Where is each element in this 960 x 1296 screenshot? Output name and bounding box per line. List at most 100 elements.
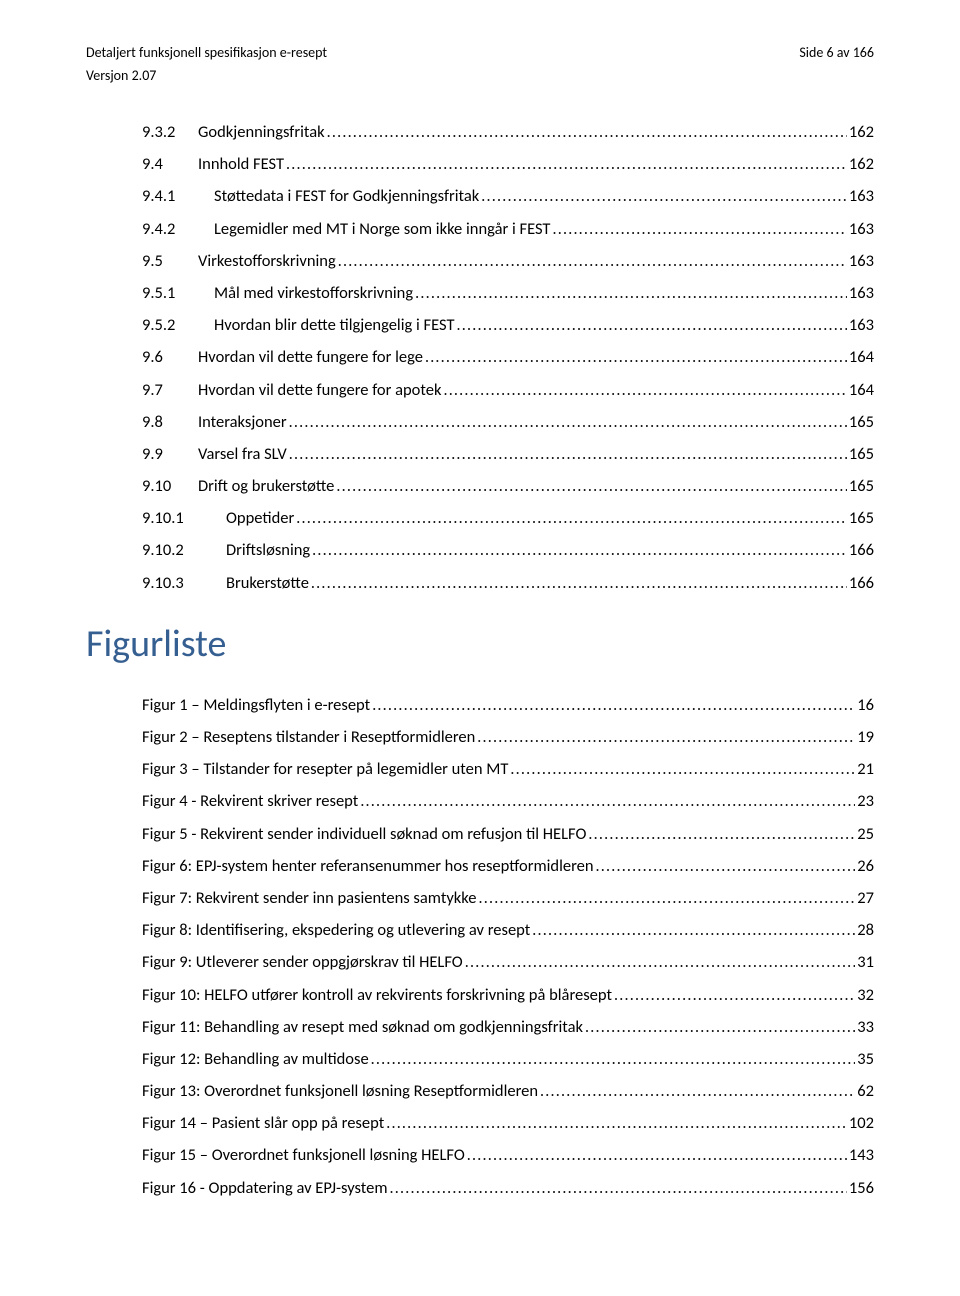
toc-row: 9.5.2Hvordan blir dette tilgjengelig i F… bbox=[142, 309, 874, 341]
toc-leader-dots bbox=[443, 374, 846, 406]
toc-leader-dots bbox=[289, 406, 847, 438]
toc-number: 9.4.2 bbox=[142, 213, 214, 245]
toc-number: 9.4.1 bbox=[142, 180, 214, 212]
toc-label: Hvordan vil dette fungere for apotek bbox=[198, 374, 441, 406]
figure-leader-dots bbox=[540, 1075, 855, 1107]
table-of-contents: 9.3.2Godkjenningsfritak1629.4Innhold FES… bbox=[142, 116, 874, 599]
toc-row: 9.10.2Driftsløsning166 bbox=[142, 534, 874, 566]
figure-page: 23 bbox=[857, 785, 874, 817]
figure-label: Figur 9: Utleverer sender oppgjørskrav t… bbox=[142, 946, 463, 978]
toc-leader-dots bbox=[425, 341, 847, 373]
figure-page: 31 bbox=[857, 946, 874, 978]
figure-label: Figur 1 – Meldingsflyten i e-resept bbox=[142, 689, 370, 721]
figure-list: Figur 1 – Meldingsflyten i e-resept16Fig… bbox=[142, 689, 874, 1204]
figure-label: Figur 6: EPJ-system henter referansenumm… bbox=[142, 850, 594, 882]
toc-row: 9.5Virkestofforskrivning163 bbox=[142, 245, 874, 277]
toc-page: 166 bbox=[849, 534, 874, 566]
toc-leader-dots bbox=[415, 277, 847, 309]
toc-row: 9.7Hvordan vil dette fungere for apotek1… bbox=[142, 374, 874, 406]
figure-page: 19 bbox=[857, 721, 874, 753]
toc-label: Godkjenningsfritak bbox=[198, 116, 325, 148]
toc-number: 9.3.2 bbox=[142, 116, 198, 148]
toc-number: 9.5.2 bbox=[142, 309, 214, 341]
figure-label: Figur 7: Rekvirent sender inn pasientens… bbox=[142, 882, 477, 914]
toc-label: Mål med virkestofforskrivning bbox=[214, 277, 413, 309]
figure-page: 26 bbox=[857, 850, 874, 882]
figure-label: Figur 4 - Rekvirent skriver resept bbox=[142, 785, 358, 817]
toc-label: Oppetider bbox=[226, 502, 294, 534]
figure-leader-dots bbox=[596, 850, 856, 882]
doc-version: Versjon 2.07 bbox=[86, 67, 874, 84]
figure-label: Figur 10: HELFO utfører kontroll av rekv… bbox=[142, 979, 612, 1011]
toc-label: Drift og brukerstøtte bbox=[198, 470, 334, 502]
toc-row: 9.10.1Oppetider 165 bbox=[142, 502, 874, 534]
toc-row: 9.10Drift og brukerstøtte165 bbox=[142, 470, 874, 502]
figure-row: Figur 15 – Overordnet funksjonell løsnin… bbox=[142, 1139, 874, 1171]
figure-row: Figur 8: Identifisering, ekspedering og … bbox=[142, 914, 874, 946]
toc-leader-dots bbox=[289, 438, 847, 470]
figure-page: 28 bbox=[857, 914, 874, 946]
toc-label: Brukerstøtte bbox=[226, 567, 309, 599]
toc-label: Interaksjoner bbox=[198, 406, 287, 438]
toc-row: 9.9Varsel fra SLV 165 bbox=[142, 438, 874, 470]
figure-page: 27 bbox=[857, 882, 874, 914]
figure-leader-dots bbox=[390, 1172, 847, 1204]
figure-leader-dots bbox=[614, 979, 855, 1011]
toc-number: 9.9 bbox=[142, 438, 198, 470]
toc-number: 9.4 bbox=[142, 148, 198, 180]
toc-number: 9.5.1 bbox=[142, 277, 214, 309]
toc-page: 165 bbox=[849, 406, 874, 438]
toc-label: Varsel fra SLV bbox=[198, 438, 287, 470]
page-header: Detaljert funksjonell spesifikasjon e-re… bbox=[86, 44, 874, 61]
toc-page: 166 bbox=[849, 567, 874, 599]
figure-leader-dots bbox=[585, 1011, 855, 1043]
figure-page: 33 bbox=[857, 1011, 874, 1043]
toc-label: Innhold FEST bbox=[198, 148, 284, 180]
toc-leader-dots bbox=[311, 567, 847, 599]
figure-label: Figur 15 – Overordnet funksjonell løsnin… bbox=[142, 1139, 465, 1171]
toc-leader-dots bbox=[327, 116, 847, 148]
figure-leader-dots bbox=[386, 1107, 847, 1139]
toc-label: Virkestofforskrivning bbox=[198, 245, 336, 277]
toc-leader-dots bbox=[457, 309, 847, 341]
toc-leader-dots bbox=[481, 180, 847, 212]
figure-label: Figur 13: Overordnet funksjonell løsning… bbox=[142, 1075, 538, 1107]
toc-number: 9.10.3 bbox=[142, 567, 226, 599]
toc-row: 9.10.3Brukerstøtte 166 bbox=[142, 567, 874, 599]
figure-label: Figur 16 - Oppdatering av EPJ-system bbox=[142, 1172, 388, 1204]
page-indicator: Side 6 av 166 bbox=[799, 44, 874, 61]
figure-label: Figur 3 – Tilstander for resepter på leg… bbox=[142, 753, 508, 785]
figure-row: Figur 12: Behandling av multidose35 bbox=[142, 1043, 874, 1075]
figure-row: Figur 9: Utleverer sender oppgjørskrav t… bbox=[142, 946, 874, 978]
figure-page: 35 bbox=[857, 1043, 874, 1075]
figure-row: Figur 11: Behandling av resept med søkna… bbox=[142, 1011, 874, 1043]
toc-page: 162 bbox=[849, 148, 874, 180]
figure-row: Figur 1 – Meldingsflyten i e-resept16 bbox=[142, 689, 874, 721]
toc-row: 9.5.1Mål med virkestofforskrivning 163 bbox=[142, 277, 874, 309]
figure-leader-dots bbox=[479, 882, 856, 914]
toc-number: 9.10.1 bbox=[142, 502, 226, 534]
toc-page: 163 bbox=[849, 277, 874, 309]
figure-page: 156 bbox=[849, 1172, 874, 1204]
figure-label: Figur 14 – Pasient slår opp på resept bbox=[142, 1107, 384, 1139]
toc-page: 164 bbox=[849, 341, 874, 373]
toc-leader-dots bbox=[552, 213, 846, 245]
toc-row: 9.4Innhold FEST 162 bbox=[142, 148, 874, 180]
toc-page: 163 bbox=[849, 309, 874, 341]
figure-leader-dots bbox=[467, 1139, 847, 1171]
figure-row: Figur 6: EPJ-system henter referansenumm… bbox=[142, 850, 874, 882]
figure-row: Figur 10: HELFO utfører kontroll av rekv… bbox=[142, 979, 874, 1011]
toc-row: 9.6Hvordan vil dette fungere for lege164 bbox=[142, 341, 874, 373]
figure-leader-dots bbox=[465, 946, 856, 978]
toc-label: Hvordan blir dette tilgjengelig i FEST bbox=[214, 309, 455, 341]
figure-row: Figur 14 – Pasient slår opp på resept102 bbox=[142, 1107, 874, 1139]
figure-row: Figur 13: Overordnet funksjonell løsning… bbox=[142, 1075, 874, 1107]
figure-page: 62 bbox=[857, 1075, 874, 1107]
figurliste-heading: Figurliste bbox=[86, 621, 874, 667]
toc-page: 165 bbox=[849, 438, 874, 470]
toc-label: Støttedata i FEST for Godkjenningsfritak bbox=[214, 180, 479, 212]
toc-number: 9.6 bbox=[142, 341, 198, 373]
toc-page: 165 bbox=[849, 502, 874, 534]
toc-page: 163 bbox=[849, 180, 874, 212]
figure-label: Figur 5 - Rekvirent sender individuell s… bbox=[142, 818, 586, 850]
